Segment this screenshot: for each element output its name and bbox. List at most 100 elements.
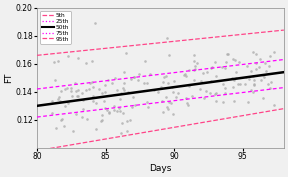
Point	[125, 129, 129, 132]
Point	[146, 106, 151, 109]
Point	[175, 91, 180, 94]
Point	[237, 82, 242, 85]
Point	[259, 78, 263, 81]
Point	[129, 77, 134, 80]
Point	[251, 79, 256, 81]
Point	[249, 70, 254, 73]
Point	[272, 104, 276, 106]
Point	[93, 22, 97, 24]
Point	[58, 99, 62, 102]
Point	[271, 51, 276, 53]
Point	[100, 92, 105, 95]
Point	[136, 79, 141, 82]
Point	[110, 82, 114, 84]
Point	[249, 89, 254, 92]
Point	[69, 95, 74, 98]
Point	[54, 127, 59, 130]
Point	[254, 53, 258, 56]
Point	[62, 124, 66, 127]
Point	[81, 98, 86, 101]
Point	[252, 83, 257, 86]
Point	[266, 83, 271, 86]
Point	[262, 76, 266, 79]
Point	[155, 90, 160, 93]
Point	[184, 102, 189, 104]
Point	[268, 81, 273, 84]
Point	[87, 88, 92, 91]
Point	[213, 61, 218, 64]
Point	[132, 76, 136, 78]
Point	[261, 97, 266, 100]
Point	[170, 86, 174, 88]
Point	[127, 118, 132, 121]
Point	[116, 107, 121, 109]
Point	[107, 112, 111, 114]
Point	[63, 105, 68, 108]
Point	[221, 83, 225, 85]
Point	[159, 85, 164, 88]
Point	[203, 89, 208, 92]
Point	[50, 100, 55, 103]
Point	[207, 92, 212, 95]
Point	[166, 107, 171, 110]
Point	[236, 82, 240, 85]
Point	[186, 103, 190, 106]
Point	[164, 105, 169, 108]
Point	[233, 58, 238, 61]
Point	[131, 76, 136, 78]
Point	[100, 113, 105, 116]
Point	[160, 99, 165, 102]
Point	[260, 74, 265, 77]
Point	[192, 54, 196, 56]
Point	[145, 82, 150, 85]
Point	[66, 101, 71, 104]
Point	[126, 91, 130, 93]
Point	[208, 80, 213, 82]
Point	[247, 78, 251, 81]
Point	[99, 120, 103, 122]
Point	[267, 65, 272, 68]
Point	[234, 76, 238, 79]
Point	[224, 60, 228, 63]
Point	[103, 83, 107, 86]
Point	[94, 102, 98, 104]
Point	[91, 94, 95, 97]
Point	[59, 90, 63, 93]
Point	[250, 50, 255, 53]
Point	[90, 81, 94, 84]
Point	[102, 99, 107, 102]
Point	[198, 88, 202, 91]
Point	[225, 53, 230, 55]
Point	[168, 101, 173, 104]
Point	[90, 60, 94, 63]
Point	[84, 61, 88, 64]
Point	[171, 90, 176, 93]
Point	[166, 81, 170, 84]
Point	[114, 156, 119, 158]
Point	[141, 82, 146, 84]
Point	[160, 110, 165, 113]
Point	[210, 65, 214, 68]
Point	[105, 109, 109, 111]
Point	[107, 110, 111, 113]
Point	[71, 129, 75, 132]
Point	[74, 112, 79, 115]
Point	[167, 54, 171, 57]
Point	[198, 79, 203, 82]
Point	[69, 86, 73, 89]
Point	[184, 75, 188, 78]
Point	[226, 53, 231, 56]
Point	[257, 65, 262, 68]
Point	[136, 73, 141, 75]
Point	[202, 96, 206, 99]
Point	[192, 59, 196, 62]
Point	[133, 104, 138, 107]
Point	[80, 108, 85, 110]
Point	[213, 92, 218, 95]
Point	[52, 60, 57, 63]
Point	[122, 71, 127, 74]
Point	[221, 100, 225, 103]
Point	[145, 101, 150, 103]
Point	[251, 75, 256, 78]
Point	[246, 100, 250, 103]
